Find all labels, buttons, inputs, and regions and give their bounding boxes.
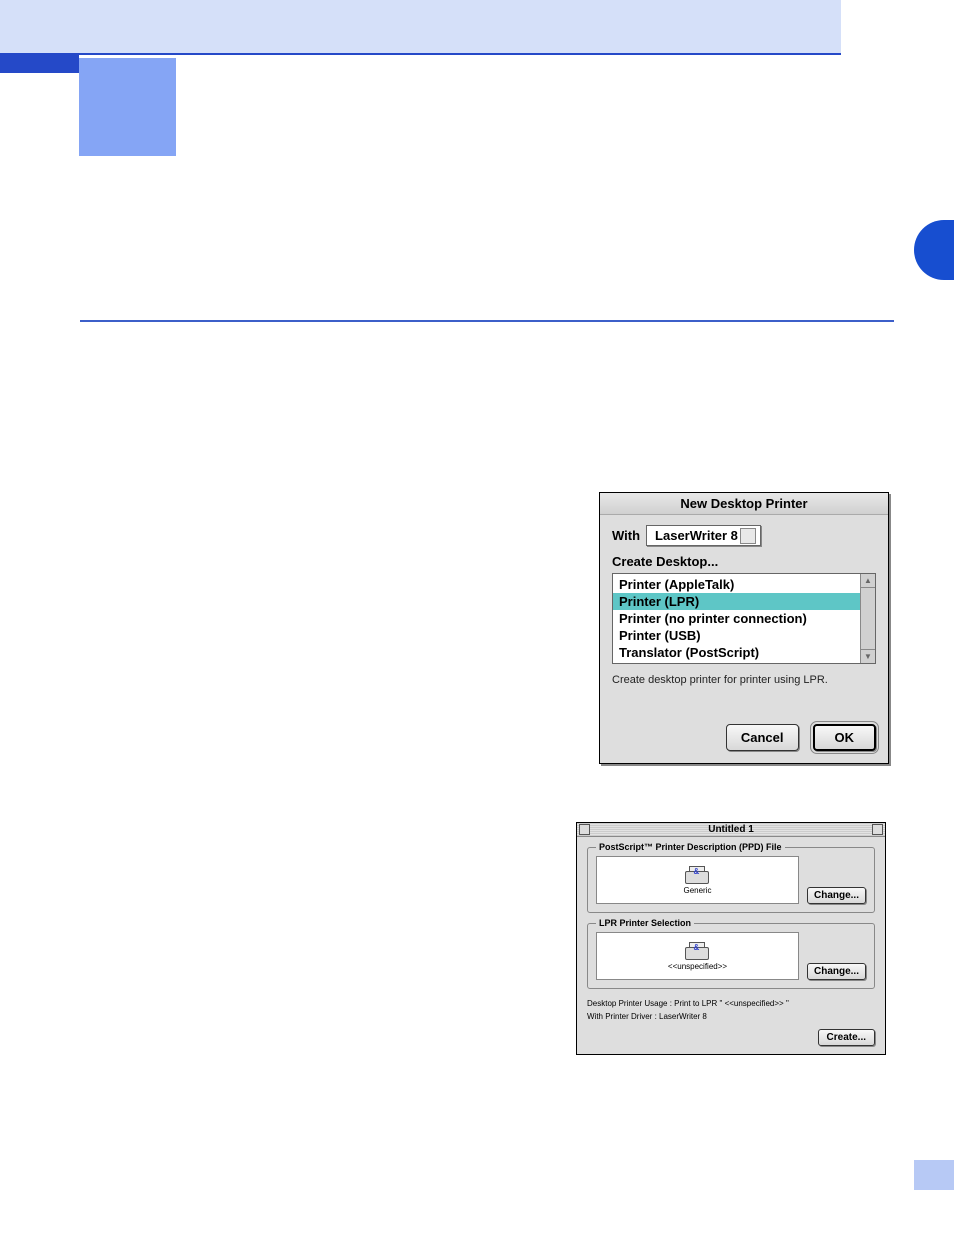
- list-item[interactable]: Printer (USB): [613, 627, 860, 644]
- usage-line: Desktop Printer Usage : Print to LPR " <…: [587, 999, 875, 1008]
- printer-icon: &: [685, 942, 709, 960]
- ppd-iconbox: & Generic: [596, 856, 799, 904]
- printer-icon: &: [685, 866, 709, 884]
- new-desktop-printer-dialog: New Desktop Printer With LaserWriter 8 ▴…: [599, 492, 889, 764]
- content-area: [80, 320, 894, 362]
- untitled-printer-dialog: Untitled 1 PostScript™ Printer Descripti…: [576, 822, 886, 1055]
- section-divider: [80, 320, 894, 322]
- dialog-body: With LaserWriter 8 ▴▾ Create Desktop... …: [600, 515, 888, 763]
- window-title: Untitled 1: [594, 824, 868, 835]
- lpr-selection-group: LPR Printer Selection & <<unspecified>> …: [587, 923, 875, 989]
- driver-select[interactable]: LaserWriter 8 ▴▾: [646, 525, 761, 546]
- cancel-button[interactable]: Cancel: [726, 724, 799, 751]
- ppd-inner: & Generic Change...: [596, 856, 866, 904]
- lpr-change-button[interactable]: Change...: [807, 963, 866, 980]
- list-item[interactable]: Translator (PostScript): [613, 644, 860, 661]
- scrollbar[interactable]: ▲ ▼: [860, 574, 875, 663]
- list-item[interactable]: Printer (no printer connection): [613, 610, 860, 627]
- right-edge-fade: [914, 1160, 954, 1190]
- create-row: Create...: [587, 1029, 875, 1046]
- ps-mark-icon: &: [693, 867, 699, 876]
- blue-square-decoration: [79, 58, 176, 156]
- ok-button[interactable]: OK: [813, 724, 877, 751]
- close-box-icon[interactable]: [579, 824, 590, 835]
- with-label: With: [612, 528, 640, 543]
- lpr-iconbox: & <<unspecified>>: [596, 932, 799, 980]
- with-row: With LaserWriter 8 ▴▾: [612, 525, 876, 546]
- list-inner: Printer (AppleTalk) Printer (LPR) Printe…: [613, 574, 860, 663]
- updown-arrow-icon: ▴▾: [743, 531, 752, 542]
- create-button[interactable]: Create...: [818, 1029, 875, 1046]
- titlebar: Untitled 1: [577, 823, 885, 837]
- scroll-up-icon[interactable]: ▲: [861, 574, 875, 588]
- list-item[interactable]: Printer (AppleTalk): [613, 576, 860, 593]
- dialog-title: New Desktop Printer: [600, 493, 888, 515]
- create-desktop-label: Create Desktop...: [612, 554, 876, 569]
- scroll-down-icon[interactable]: ▼: [861, 649, 875, 663]
- selection-description: Create desktop printer for printer using…: [612, 674, 876, 686]
- ppd-change-button[interactable]: Change...: [807, 887, 866, 904]
- right-edge-tab: [914, 220, 954, 280]
- top-banner: [0, 0, 841, 53]
- driver-select-value: LaserWriter 8: [655, 528, 738, 543]
- ppd-icon-label: Generic: [683, 886, 711, 895]
- zoom-box-icon[interactable]: [872, 824, 883, 835]
- driver-line: With Printer Driver : LaserWriter 8: [587, 1012, 875, 1021]
- printer-type-list: Printer (AppleTalk) Printer (LPR) Printe…: [612, 573, 876, 664]
- list-item[interactable]: Printer (LPR): [613, 593, 860, 610]
- lpr-inner: & <<unspecified>> Change...: [596, 932, 866, 980]
- dialog2-body: PostScript™ Printer Description (PPD) Fi…: [577, 837, 885, 1054]
- ppd-file-group: PostScript™ Printer Description (PPD) Fi…: [587, 847, 875, 913]
- banner-stripe: [0, 53, 79, 73]
- lpr-legend: LPR Printer Selection: [596, 918, 694, 928]
- ppd-legend: PostScript™ Printer Description (PPD) Fi…: [596, 842, 785, 852]
- ps-mark-icon: &: [693, 943, 699, 952]
- dialog-buttons: Cancel OK: [612, 724, 876, 751]
- lpr-icon-label: <<unspecified>>: [668, 962, 727, 971]
